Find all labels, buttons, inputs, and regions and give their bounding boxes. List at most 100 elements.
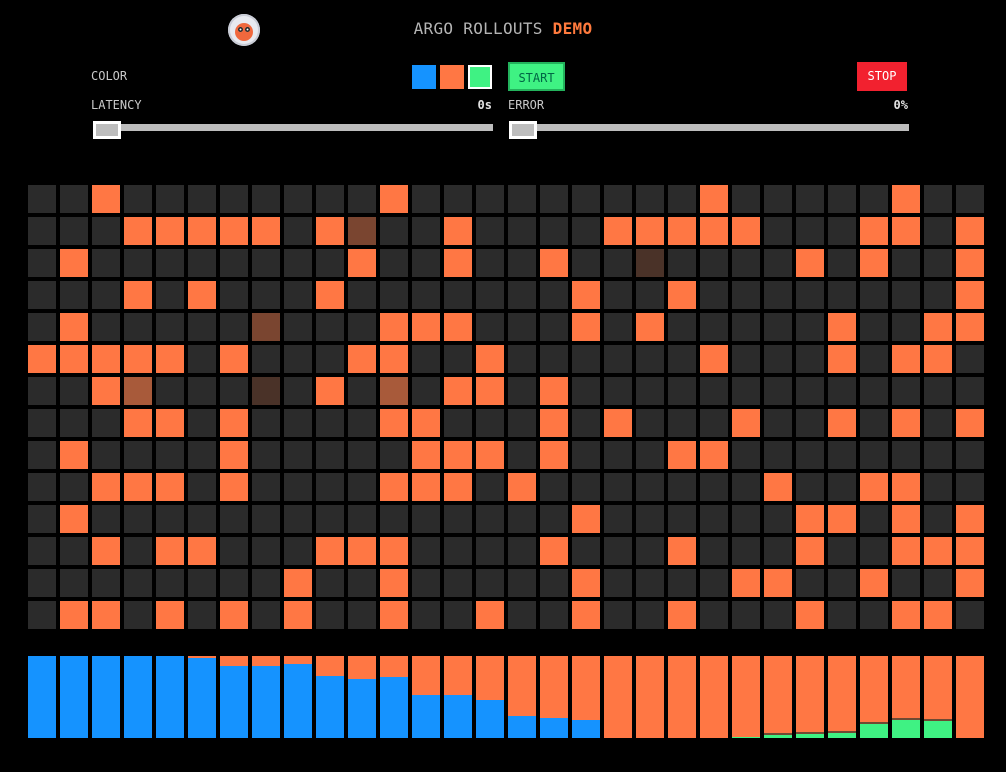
pod-cell bbox=[604, 217, 632, 245]
pod-cell bbox=[220, 441, 248, 469]
pod-cell bbox=[700, 185, 728, 213]
pod-cell bbox=[444, 473, 472, 501]
pod-cell bbox=[284, 313, 312, 341]
pod-cell bbox=[732, 377, 760, 405]
pod-cell bbox=[764, 281, 792, 309]
color-swatch-orange[interactable] bbox=[440, 65, 464, 89]
error-value: 0% bbox=[893, 98, 908, 112]
pod-cell bbox=[92, 185, 120, 213]
pod-cell bbox=[604, 281, 632, 309]
history-bar-green-segment bbox=[796, 732, 824, 738]
pod-cell bbox=[572, 249, 600, 277]
pod-cell bbox=[156, 409, 184, 437]
pod-cell bbox=[28, 249, 56, 277]
pod-cell bbox=[284, 217, 312, 245]
pod-cell bbox=[604, 473, 632, 501]
pod-cell bbox=[284, 537, 312, 565]
pod-cell bbox=[156, 313, 184, 341]
pod-cell bbox=[284, 249, 312, 277]
pod-cell bbox=[636, 345, 664, 373]
pod-cell bbox=[572, 217, 600, 245]
pod-cell bbox=[508, 377, 536, 405]
start-button[interactable]: START bbox=[508, 62, 565, 91]
color-swatch-green[interactable] bbox=[468, 65, 492, 89]
pod-cell bbox=[860, 537, 888, 565]
pod-cell bbox=[796, 505, 824, 533]
pod-cell bbox=[764, 505, 792, 533]
pod-cell bbox=[540, 345, 568, 373]
pod-cell bbox=[636, 473, 664, 501]
history-bar bbox=[764, 656, 792, 738]
pod-cell bbox=[796, 345, 824, 373]
pod-cell bbox=[604, 345, 632, 373]
pod-cell bbox=[924, 249, 952, 277]
history-bar-orange-segment bbox=[764, 656, 792, 733]
pod-cell bbox=[252, 217, 280, 245]
history-bar bbox=[124, 656, 152, 738]
pod-cell bbox=[508, 537, 536, 565]
pod-cell bbox=[476, 313, 504, 341]
pod-cell bbox=[412, 377, 440, 405]
pod-cell bbox=[60, 601, 88, 629]
error-label: ERROR bbox=[508, 98, 545, 112]
pod-cell bbox=[60, 377, 88, 405]
pod-cell bbox=[892, 473, 920, 501]
pod-cell bbox=[60, 441, 88, 469]
pod-cell bbox=[636, 313, 664, 341]
pod-cell bbox=[124, 537, 152, 565]
pod-cell bbox=[796, 217, 824, 245]
history-bar-orange-segment bbox=[220, 656, 248, 666]
latency-slider-thumb[interactable] bbox=[93, 121, 121, 139]
pod-cell bbox=[828, 345, 856, 373]
history-bar bbox=[572, 656, 600, 738]
pod-cell bbox=[796, 313, 824, 341]
history-bar-orange-segment bbox=[508, 656, 536, 716]
pod-cell bbox=[956, 601, 984, 629]
pod-cell bbox=[924, 345, 952, 373]
history-bar-blue-segment bbox=[252, 666, 280, 738]
history-bar bbox=[700, 656, 728, 738]
pod-cell bbox=[252, 537, 280, 565]
pod-cell bbox=[828, 505, 856, 533]
pod-cell bbox=[220, 537, 248, 565]
pod-cell bbox=[860, 377, 888, 405]
pod-cell bbox=[828, 281, 856, 309]
history-bar-orange-segment bbox=[604, 656, 632, 738]
error-slider-thumb[interactable] bbox=[509, 121, 537, 139]
history-bar-orange-segment bbox=[316, 656, 344, 676]
error-slider-track[interactable] bbox=[509, 124, 909, 131]
pod-cell bbox=[124, 505, 152, 533]
pod-cell bbox=[956, 281, 984, 309]
pod-cell bbox=[252, 441, 280, 469]
pod-cell bbox=[700, 569, 728, 597]
pod-cell bbox=[348, 441, 376, 469]
pod-cell bbox=[348, 345, 376, 373]
history-bar bbox=[636, 656, 664, 738]
pod-cell bbox=[604, 313, 632, 341]
pod-cell bbox=[220, 601, 248, 629]
pod-cell bbox=[668, 601, 696, 629]
pod-cell bbox=[316, 409, 344, 437]
pod-cell bbox=[764, 377, 792, 405]
pod-cell bbox=[860, 505, 888, 533]
pod-cell bbox=[412, 281, 440, 309]
pod-cell bbox=[60, 409, 88, 437]
pod-cell bbox=[508, 345, 536, 373]
pod-cell bbox=[60, 537, 88, 565]
latency-slider-track[interactable] bbox=[93, 124, 493, 131]
pod-cell bbox=[796, 185, 824, 213]
pod-cell bbox=[732, 569, 760, 597]
color-swatch-blue[interactable] bbox=[412, 65, 436, 89]
stop-button[interactable]: STOP bbox=[857, 62, 907, 91]
pod-cell bbox=[220, 217, 248, 245]
pod-cell bbox=[316, 281, 344, 309]
pod-cell bbox=[444, 249, 472, 277]
pod-cell bbox=[796, 569, 824, 597]
pod-cell bbox=[28, 601, 56, 629]
pod-cell bbox=[700, 345, 728, 373]
pod-cell bbox=[412, 537, 440, 565]
pod-cell bbox=[924, 409, 952, 437]
pod-cell bbox=[892, 377, 920, 405]
history-bar-blue-segment bbox=[476, 700, 504, 738]
pod-cell bbox=[380, 377, 408, 405]
